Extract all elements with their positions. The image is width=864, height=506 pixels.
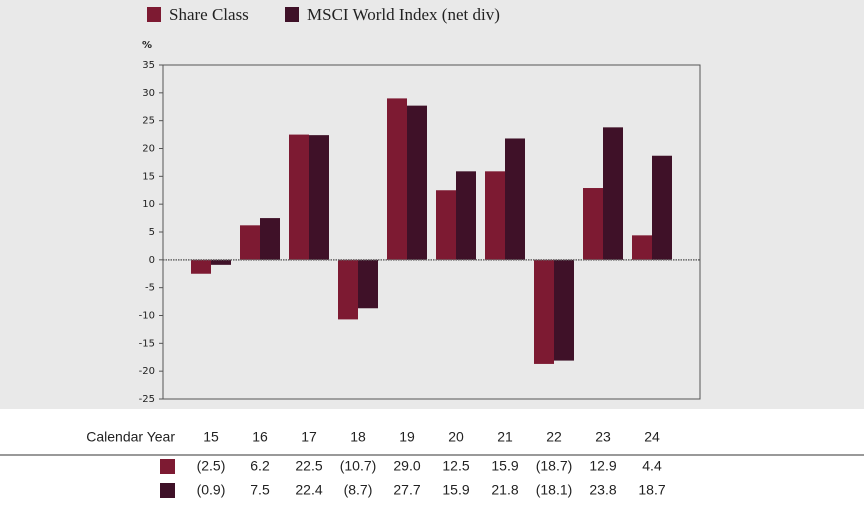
legend-swatch [147,7,161,22]
bar [632,235,652,260]
bar [358,259,378,309]
bar [603,127,623,260]
y-tick-label: 30 [142,88,155,99]
y-tick-label: -10 [139,311,155,322]
table-swatch [160,459,175,474]
y-tick-label: 10 [142,199,155,210]
table-swatch [160,483,175,498]
y-axis-label: % [142,40,152,51]
x-tick-label: 24 [644,429,660,445]
y-tick-label: 35 [142,60,155,71]
table-value: 15.9 [491,458,518,474]
y-tick-label: 0 [149,255,155,266]
table-value: 18.7 [638,482,665,498]
y-tick-label: 25 [142,116,155,127]
bar [387,98,407,260]
table-value: 4.4 [642,458,662,474]
bar [534,259,554,364]
table-header: Calendar Year [86,429,175,445]
bar [338,259,358,320]
table-value: (10.7) [340,458,377,474]
table-value: (2.5) [197,458,226,474]
table-value: 23.8 [589,482,616,498]
table-value: (18.1) [536,482,573,498]
table-value: (8.7) [344,482,373,498]
table-value: 27.7 [393,482,420,498]
x-tick-label: 20 [448,429,464,445]
y-tick-label: 15 [142,171,155,182]
x-tick-label: 18 [350,429,366,445]
bar [505,138,525,260]
table-value: 29.0 [393,458,420,474]
x-tick-label: 23 [595,429,611,445]
y-tick-label: -15 [139,338,155,349]
legend-swatch [285,7,299,22]
bar [260,218,280,260]
bar [191,259,211,274]
bar [289,134,309,260]
x-tick-label: 17 [301,429,317,445]
bar [652,155,672,260]
y-tick-label: 5 [149,227,155,238]
bar [456,171,476,260]
bar [407,105,427,260]
table-value: 22.4 [295,482,322,498]
table-value: 6.2 [250,458,270,474]
x-tick-label: 22 [546,429,562,445]
table-value: 12.9 [589,458,616,474]
x-tick-label: 21 [497,429,513,445]
table-value: 22.5 [295,458,322,474]
bar [436,190,456,260]
y-tick-label: -20 [139,366,155,377]
legend-label: Share Class [169,5,249,24]
table-value: 21.8 [491,482,518,498]
bar [485,171,505,260]
table-value: (0.9) [197,482,226,498]
table-value: 15.9 [442,482,469,498]
table-value: 7.5 [250,482,270,498]
x-tick-label: 19 [399,429,415,445]
x-tick-label: 15 [203,429,219,445]
y-tick-label: 20 [142,144,155,155]
bar [583,188,603,260]
bar [309,135,329,260]
y-tick-label: -5 [145,283,155,294]
table-value: (18.7) [536,458,573,474]
legend-label: MSCI World Index (net div) [307,5,500,24]
y-tick-label: -25 [139,394,155,405]
bar [554,259,574,361]
bar [240,225,260,260]
bar [211,259,231,265]
x-tick-label: 16 [252,429,268,445]
table-value: 12.5 [442,458,469,474]
